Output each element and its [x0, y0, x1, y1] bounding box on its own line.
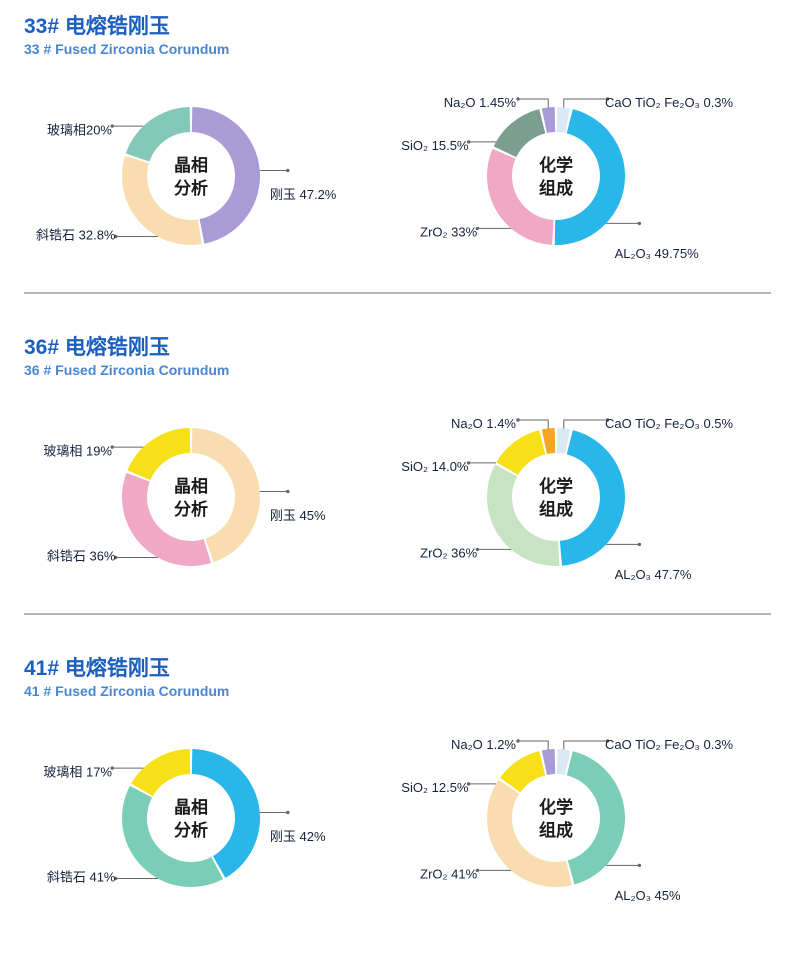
svg-text:晶相: 晶相: [174, 476, 208, 496]
svg-text:ZrO₂ 36%: ZrO₂ 36%: [420, 546, 478, 561]
svg-text:玻璃相20%: 玻璃相20%: [47, 123, 112, 138]
svg-text:斜锆石 41%: 斜锆石 41%: [47, 870, 116, 885]
svg-text:ZrO₂ 33%: ZrO₂ 33%: [420, 225, 478, 240]
svg-text:晶相: 晶相: [174, 797, 208, 817]
svg-text:化学: 化学: [539, 797, 573, 817]
svg-text:斜锆石 32.8%: 斜锆石 32.8%: [36, 228, 116, 243]
svg-text:AL₂O₃ 45%: AL₂O₃ 45%: [615, 888, 681, 903]
svg-text:SiO₂ 12.5%: SiO₂ 12.5%: [401, 780, 469, 795]
svg-text:化学: 化学: [539, 155, 573, 175]
svg-text:刚玉 47.2%: 刚玉 47.2%: [270, 187, 337, 202]
svg-text:分析: 分析: [174, 820, 208, 840]
svg-text:玻璃相 17%: 玻璃相 17%: [43, 765, 112, 780]
svg-text:玻璃相 19%: 玻璃相 19%: [43, 444, 112, 459]
svg-text:刚玉 42%: 刚玉 42%: [270, 829, 326, 844]
svg-text:CaO TiO₂ Fe₂O₃ 0.5%: CaO TiO₂ Fe₂O₃ 0.5%: [605, 416, 734, 431]
svg-text:AL₂O₃ 49.75%: AL₂O₃ 49.75%: [615, 246, 699, 261]
svg-text:CaO TiO₂ Fe₂O₃ 0.3%: CaO TiO₂ Fe₂O₃ 0.3%: [605, 95, 734, 110]
svg-text:Na₂O 1.2%: Na₂O 1.2%: [451, 737, 516, 752]
svg-text:SiO₂ 14.0%: SiO₂ 14.0%: [401, 459, 469, 474]
svg-text:ZrO₂ 41%: ZrO₂ 41%: [420, 867, 478, 882]
svg-text:AL₂O₃ 47.7%: AL₂O₃ 47.7%: [615, 567, 692, 582]
svg-text:组成: 组成: [539, 820, 573, 840]
svg-text:SiO₂ 15.5%: SiO₂ 15.5%: [401, 138, 469, 153]
svg-text:CaO TiO₂ Fe₂O₃ 0.3%: CaO TiO₂ Fe₂O₃ 0.3%: [605, 737, 734, 752]
svg-text:化学: 化学: [539, 476, 573, 496]
svg-text:Na₂O 1.4%: Na₂O 1.4%: [451, 416, 516, 431]
svg-text:组成: 组成: [539, 178, 573, 198]
svg-text:刚玉 45%: 刚玉 45%: [270, 508, 326, 523]
svg-text:分析: 分析: [174, 499, 208, 519]
svg-text:分析: 分析: [174, 178, 208, 198]
svg-text:晶相: 晶相: [174, 155, 208, 175]
svg-text:斜锆石 36%: 斜锆石 36%: [47, 549, 116, 564]
svg-text:Na₂O 1.45%: Na₂O 1.45%: [444, 95, 517, 110]
svg-text:组成: 组成: [539, 499, 573, 519]
